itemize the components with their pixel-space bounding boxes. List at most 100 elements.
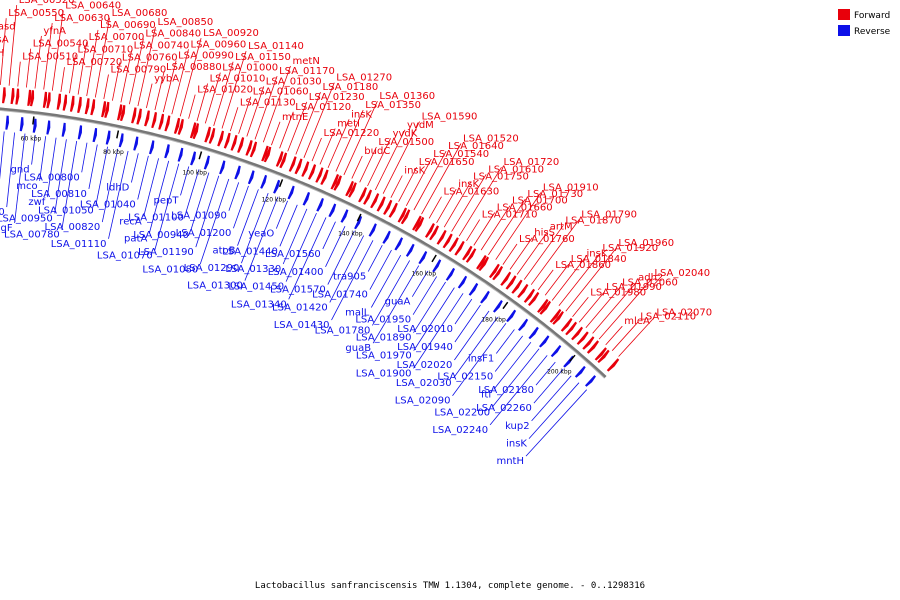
forward-feature-126	[517, 283, 529, 298]
reverse-feature-130	[518, 318, 529, 331]
forward-gene-label: LSA_00540	[33, 39, 89, 50]
forward-leader-39	[262, 65, 291, 143]
reverse-gene-label: LSA_01440	[222, 246, 278, 257]
reverse-feature-16	[5, 115, 9, 130]
forward-leader-28	[171, 49, 189, 115]
reverse-feature-91	[354, 215, 363, 230]
reverse-leader-8	[6, 132, 15, 208]
reverse-gene-label: LSA_01740	[312, 290, 368, 301]
reverse-gene-label: LSA_01080	[142, 264, 198, 275]
reverse-gene-label: pepT	[154, 195, 180, 206]
reverse-leader-58	[453, 316, 498, 379]
forward-feature-21	[30, 90, 35, 107]
forward-gene-label: LSA_01150	[235, 52, 291, 63]
forward-leader-16	[69, 54, 76, 94]
reverse-gene-label: mntH	[496, 456, 524, 467]
reverse-leader-21	[137, 155, 149, 200]
forward-leader-70	[502, 243, 518, 265]
forward-feature-87	[348, 182, 357, 198]
forward-leader-11	[26, 48, 32, 88]
forward-gene-label: LSA_01750	[473, 172, 529, 183]
forward-gene-label: LSA_01660	[497, 203, 553, 214]
forward-gene-label: LSA_01760	[519, 234, 575, 245]
forward-leader-75	[537, 269, 554, 291]
forward-gene-label: asd	[0, 21, 16, 32]
forward-leader-8	[0, 18, 7, 85]
forward-feature-81	[320, 169, 329, 185]
reverse-leader-11	[39, 136, 47, 181]
forward-gene-label: LSA_00700	[89, 32, 145, 43]
forward-feature-26	[56, 93, 61, 110]
forward-leader-14	[51, 10, 64, 91]
forward-leader-48	[335, 109, 364, 172]
forward-feature-50	[173, 117, 181, 134]
reverse-feature-61	[219, 160, 226, 175]
forward-gene-label: LSA_01220	[324, 128, 380, 139]
reverse-leader-56	[454, 304, 481, 343]
forward-gene-label: LSA_00510	[22, 52, 78, 63]
forward-feature-27	[62, 94, 68, 111]
forward-feature-48	[164, 115, 171, 132]
reverse-gene-label: LSA_01090	[171, 211, 227, 222]
reverse-leader-17	[95, 146, 108, 206]
forward-gene-label: LSA_01540	[433, 149, 489, 160]
forward-feature-125	[511, 279, 523, 294]
reverse-gene-label: LSA_00800	[24, 172, 80, 183]
reverse-gene-label: ftf	[481, 389, 492, 400]
reverse-feature-76	[287, 185, 295, 200]
forward-gene-label: LSA_01020	[197, 85, 253, 96]
forward-leader-62	[443, 181, 472, 228]
label-group: oppFoppDpepNdapAdapLdapHlysAasdLSA_00550…	[0, 0, 712, 467]
reverse-leader-29	[199, 178, 230, 265]
forward-gene-label: yfnA	[43, 26, 66, 37]
reverse-feature-34	[92, 128, 98, 143]
forward-gene-label: LSA_02060	[622, 277, 678, 288]
forward-feature-57	[208, 127, 216, 144]
forward-feature-144	[586, 340, 599, 354]
forward-gene-label: LSA_01350	[365, 100, 421, 111]
forward-leader-33	[213, 61, 234, 127]
forward-feature-51	[177, 118, 184, 135]
forward-gene-label: LSA_01270	[336, 73, 392, 84]
forward-feature-41	[131, 107, 137, 124]
forward-feature-53	[189, 122, 197, 139]
reverse-feature-103	[405, 243, 415, 257]
forward-leader-68	[488, 198, 526, 256]
forward-leader-9	[8, 5, 18, 86]
forward-feature-101	[412, 215, 422, 231]
reverse-gene-label: insK	[506, 439, 527, 450]
forward-gene-label: LSA_01060	[253, 87, 309, 98]
forward-gene-label: adh2	[638, 273, 663, 284]
reverse-gene-label: LSA_01050	[38, 206, 94, 217]
reverse-gene-label: LSA_01300	[187, 281, 243, 292]
forward-feature-137	[560, 317, 573, 332]
forward-gene-label: LSA_01610	[488, 164, 544, 175]
forward-feature-111	[454, 240, 465, 256]
forward-feature-95	[383, 199, 393, 215]
forward-leader-50	[351, 155, 363, 179]
reverse-leader-35	[275, 200, 288, 229]
forward-gene-label: LSA_00710	[78, 45, 134, 56]
forward-feature-86	[345, 180, 354, 197]
forward-feature-116	[476, 255, 487, 270]
forward-leader-12	[34, 35, 42, 89]
forward-leader-38	[254, 75, 278, 140]
forward-gene-label: LSA_01920	[602, 243, 658, 254]
reverse-leader-55	[454, 298, 473, 325]
reverse-gene-label: LSA_01970	[356, 351, 412, 362]
forward-gene-label: LSA_01520	[463, 134, 519, 145]
forward-feature-78	[308, 164, 317, 180]
reverse-gene-label: guaB	[345, 343, 371, 354]
forward-feature-96	[388, 202, 398, 218]
reverse-leader-33	[241, 192, 269, 264]
forward-feature-17	[10, 88, 15, 105]
reverse-gene-label: LSA_00590	[0, 207, 5, 218]
forward-gene-label: artM	[550, 221, 573, 232]
forward-feature-44	[144, 110, 150, 127]
reverse-feature-127	[506, 309, 517, 323]
forward-leader-47	[327, 119, 350, 169]
forward-gene-label: LSA_01720	[504, 157, 560, 168]
forward-feature-18	[15, 88, 20, 105]
reverse-leader-18	[101, 148, 119, 223]
reverse-feature-124	[493, 300, 503, 313]
